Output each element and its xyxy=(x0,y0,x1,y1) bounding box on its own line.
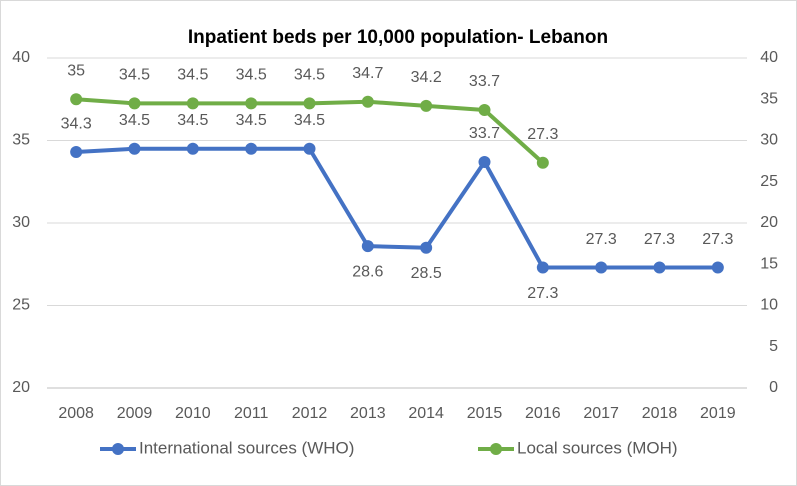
y2-tick-label: 20 xyxy=(760,214,778,231)
point xyxy=(361,240,374,253)
point xyxy=(711,261,724,274)
y2-tick-label: 40 xyxy=(760,49,778,66)
y-tick-label: 30 xyxy=(12,214,30,231)
data-label: 33.7 xyxy=(469,125,500,142)
x-tick-label: 2019 xyxy=(700,405,736,422)
data-label: 35 xyxy=(67,62,85,79)
x-tick-label: 2015 xyxy=(467,405,503,422)
data-label: 27.3 xyxy=(527,285,558,302)
data-label: 34.5 xyxy=(294,112,325,129)
x-tick-label: 2011 xyxy=(234,405,269,422)
point xyxy=(420,241,433,254)
point xyxy=(595,261,608,274)
x-tick-label: 2016 xyxy=(525,405,561,422)
y-tick-label: 40 xyxy=(12,49,30,66)
legend-label: International sources (WHO) xyxy=(139,438,354,457)
point xyxy=(361,95,374,108)
y2-tick-label: 10 xyxy=(760,297,778,314)
x-tick-label: 2014 xyxy=(408,405,444,422)
point xyxy=(245,142,258,155)
data-label: 34.2 xyxy=(411,69,442,86)
x-tick-label: 2017 xyxy=(583,405,619,422)
point xyxy=(303,142,316,155)
data-label: 27.3 xyxy=(644,231,675,248)
data-label: 34.5 xyxy=(294,67,325,84)
series-line xyxy=(76,146,718,270)
data-label: 27.3 xyxy=(586,231,617,248)
x-tick-label: 2008 xyxy=(58,405,94,422)
data-label: 34.3 xyxy=(61,115,92,132)
point xyxy=(128,142,141,155)
point xyxy=(478,155,491,168)
point xyxy=(420,99,433,112)
x-tick-label: 2012 xyxy=(292,405,328,422)
point xyxy=(186,97,199,110)
y2-tick-label: 35 xyxy=(760,90,778,107)
point xyxy=(536,261,549,274)
x-tick-label: 2010 xyxy=(175,405,211,422)
data-label: 33.7 xyxy=(469,73,500,90)
y2-tick-label: 0 xyxy=(769,379,778,396)
data-label: 34.5 xyxy=(119,112,150,129)
legend-label: Local sources (MOH) xyxy=(517,438,678,457)
point xyxy=(303,97,316,110)
data-label: 34.7 xyxy=(352,65,383,82)
x-tick-label: 2018 xyxy=(642,405,678,422)
data-label: 34.5 xyxy=(119,67,150,84)
y-tick-label: 20 xyxy=(12,379,30,396)
y2-tick-label: 15 xyxy=(760,255,778,272)
point xyxy=(70,93,83,106)
data-label: 28.5 xyxy=(411,265,442,282)
data-label: 28.6 xyxy=(352,263,383,280)
data-label: 34.5 xyxy=(177,112,208,129)
point xyxy=(245,97,258,110)
legend-marker xyxy=(490,443,502,455)
point xyxy=(536,156,549,169)
x-tick-label: 2009 xyxy=(117,405,153,422)
y2-tick-label: 5 xyxy=(769,338,778,355)
point xyxy=(186,142,199,155)
data-label: 27.3 xyxy=(702,231,733,248)
point xyxy=(653,261,666,274)
data-label: 34.5 xyxy=(236,67,267,84)
y-tick-label: 35 xyxy=(12,132,30,149)
data-label: 34.5 xyxy=(177,67,208,84)
legend-marker xyxy=(112,443,124,455)
y2-tick-label: 25 xyxy=(760,173,778,190)
point xyxy=(128,97,141,110)
y2-tick-label: 30 xyxy=(760,132,778,149)
point xyxy=(70,146,83,159)
data-label: 34.5 xyxy=(236,112,267,129)
data-label: 27.3 xyxy=(527,126,558,143)
point xyxy=(478,103,491,116)
chart-title: Inpatient beds per 10,000 population- Le… xyxy=(188,27,608,48)
x-tick-label: 2013 xyxy=(350,405,386,422)
y-tick-label: 25 xyxy=(12,297,30,314)
